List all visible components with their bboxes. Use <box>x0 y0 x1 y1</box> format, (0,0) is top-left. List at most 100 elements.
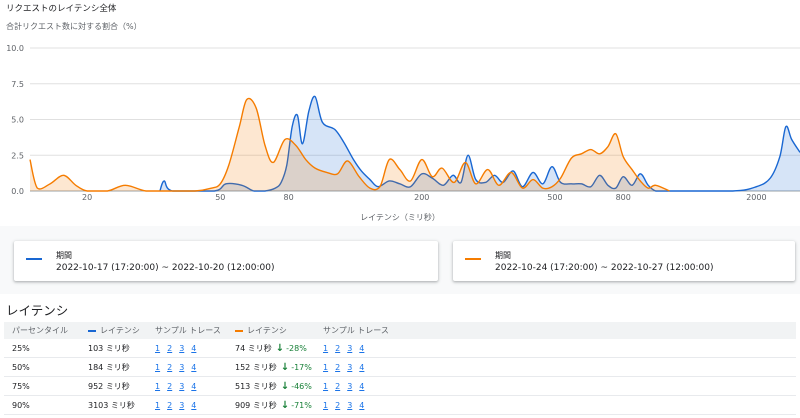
latency-2-value: 74 ミリ秒 <box>235 343 272 353</box>
sample-trace-link[interactable]: 2 <box>167 343 173 353</box>
x-tick-label: 80 <box>283 193 293 202</box>
y-tick-label: 0.0 <box>11 187 24 196</box>
x-tick-label: 200 <box>414 193 429 202</box>
legend-card-period-2[interactable]: 期間 2022-10-24 (17:20:00) ~ 2022-10-27 (1… <box>453 241 795 281</box>
legend-caption: 期間 <box>495 251 511 260</box>
sample-trace-link[interactable]: 4 <box>191 400 197 410</box>
x-tick-label: 50 <box>215 193 225 202</box>
table-row: 25% 103 ミリ秒 1 2 3 4 74 ミリ秒 ↓ -28% 1 2 3 4 <box>4 339 796 358</box>
sample-trace-link[interactable]: 3 <box>347 362 353 372</box>
arrow-down-icon: ↓ <box>275 342 285 354</box>
latency-2-cell: 513 ミリ秒 ↓ -46% <box>227 376 315 396</box>
sample-trace-link[interactable]: 2 <box>335 343 341 353</box>
arrow-down-icon: ↓ <box>280 399 290 411</box>
change-percent: -28% <box>286 343 307 353</box>
series-2-dash <box>235 329 243 332</box>
latency-2-cell: 74 ミリ秒 ↓ -28% <box>227 339 315 358</box>
sample-trace-link[interactable]: 3 <box>179 343 185 353</box>
header-traces-2: サンプル トレース <box>315 322 796 339</box>
sample-trace-link[interactable]: 1 <box>323 381 329 391</box>
series-1-dash <box>88 329 96 332</box>
sample-trace-link[interactable]: 3 <box>347 343 353 353</box>
sample-trace-link[interactable]: 4 <box>359 362 365 372</box>
latency-2-cell: 909 ミリ秒 ↓ -71% <box>227 395 315 415</box>
table-row: 50% 184 ミリ秒 1 2 3 4 152 ミリ秒 ↓ -17% 1 2 3 4 <box>4 357 796 377</box>
sample-trace-link[interactable]: 2 <box>167 400 173 410</box>
latency-2-value: 152 ミリ秒 <box>235 362 277 372</box>
x-tick-label: 500 <box>547 193 562 202</box>
sample-trace-link[interactable]: 4 <box>191 381 197 391</box>
y-tick-label: 10.0 <box>6 44 24 53</box>
latency-1-value: 184 ミリ秒 <box>88 362 130 372</box>
sample-trace-link[interactable]: 2 <box>335 400 341 410</box>
sample-trace-link[interactable]: 4 <box>359 343 365 353</box>
sample-trace-link[interactable]: 1 <box>323 362 329 372</box>
legend-range-1: 2022-10-17 (17:20:00) ~ 2022-10-20 (12:0… <box>56 263 275 273</box>
percentile-value: 75% <box>12 381 30 391</box>
percentile-value: 50% <box>12 362 30 372</box>
sample-trace-link[interactable]: 2 <box>167 362 173 372</box>
sample-trace-link[interactable]: 4 <box>191 362 197 372</box>
sample-trace-link[interactable]: 1 <box>323 400 329 410</box>
series-2-area <box>30 98 670 191</box>
percentile-cell: 75% <box>4 376 80 396</box>
latency-1-cell: 103 ミリ秒 <box>80 339 147 358</box>
latency-1-value: 952 ミリ秒 <box>88 381 130 391</box>
sample-trace-link[interactable]: 3 <box>347 381 353 391</box>
sample-trace-link[interactable]: 1 <box>155 400 161 410</box>
percentile-value: 90% <box>12 400 30 410</box>
legend-card-period-1[interactable]: 期間 2022-10-17 (17:20:00) ~ 2022-10-20 (1… <box>14 241 438 281</box>
header-latency-1: レイテンシ <box>80 322 147 339</box>
sample-trace-link[interactable]: 4 <box>359 381 365 391</box>
sample-trace-link[interactable]: 3 <box>347 400 353 410</box>
x-axis-label: レイテンシ（ミリ秒） <box>360 213 440 222</box>
latency-section-title: レイテンシ <box>6 303 69 318</box>
percentile-cell: 25% <box>4 339 80 358</box>
y-axis-label: 合計リクエスト数に対する割合（%） <box>6 22 142 31</box>
percentile-cell: 50% <box>4 357 80 377</box>
x-tick-label: 800 <box>616 193 631 202</box>
sample-trace-link[interactable]: 3 <box>179 400 185 410</box>
sample-trace-link[interactable]: 2 <box>335 381 341 391</box>
sample-trace-link[interactable]: 1 <box>155 362 161 372</box>
header-percentile: パーセンタイル <box>4 322 80 339</box>
latency-1-cell: 952 ミリ秒 <box>80 376 147 396</box>
sample-trace-link[interactable]: 1 <box>155 343 161 353</box>
sample-trace-link[interactable]: 1 <box>323 343 329 353</box>
change-percent: -71% <box>291 400 312 410</box>
table-row: 90% 3103 ミリ秒 1 2 3 4 909 ミリ秒 ↓ -71% 1 2 3 4 <box>4 395 796 415</box>
change-percent: -17% <box>291 362 312 372</box>
legend-caption: 期間 <box>56 251 72 260</box>
series-1-swatch <box>26 258 42 260</box>
y-tick-label: 5.0 <box>11 116 24 125</box>
series-2-swatch <box>465 258 481 260</box>
table-header-row: パーセンタイル レイテンシ サンプル トレース レイテンシ サンプル トレース <box>4 322 796 339</box>
header-latency-2: レイテンシ <box>227 322 315 339</box>
arrow-down-icon: ↓ <box>280 361 290 373</box>
sample-trace-link[interactable]: 3 <box>179 362 185 372</box>
sample-trace-link[interactable]: 3 <box>179 381 185 391</box>
latency-1-value: 103 ミリ秒 <box>88 343 130 353</box>
sample-trace-link[interactable]: 1 <box>155 381 161 391</box>
latency-2-cell: 152 ミリ秒 ↓ -17% <box>227 357 315 377</box>
x-tick-label: 20 <box>82 193 92 202</box>
sample-trace-link[interactable]: 4 <box>191 343 197 353</box>
sample-trace-link[interactable]: 2 <box>167 381 173 391</box>
latency-distribution-chart[interactable]: 10.0 7.5 5.0 2.5 0.0 20 50 80 200 500 800 2000 <box>0 38 800 210</box>
sample-trace-link[interactable]: 4 <box>359 400 365 410</box>
x-tick-label: 2000 <box>746 193 766 202</box>
arrow-down-icon: ↓ <box>280 380 290 392</box>
latency-table: パーセンタイル レイテンシ サンプル トレース レイテンシ サンプル トレース … <box>4 322 796 415</box>
table-row: 75% 952 ミリ秒 1 2 3 4 513 ミリ秒 ↓ -46% 1 2 3 4 <box>4 376 796 396</box>
latency-2-value: 909 ミリ秒 <box>235 400 277 410</box>
sample-trace-link[interactable]: 2 <box>335 362 341 372</box>
change-percent: -46% <box>291 381 312 391</box>
chart-title: リクエストのレイテンシ全体 <box>6 4 117 14</box>
percentile-value: 25% <box>12 343 30 353</box>
